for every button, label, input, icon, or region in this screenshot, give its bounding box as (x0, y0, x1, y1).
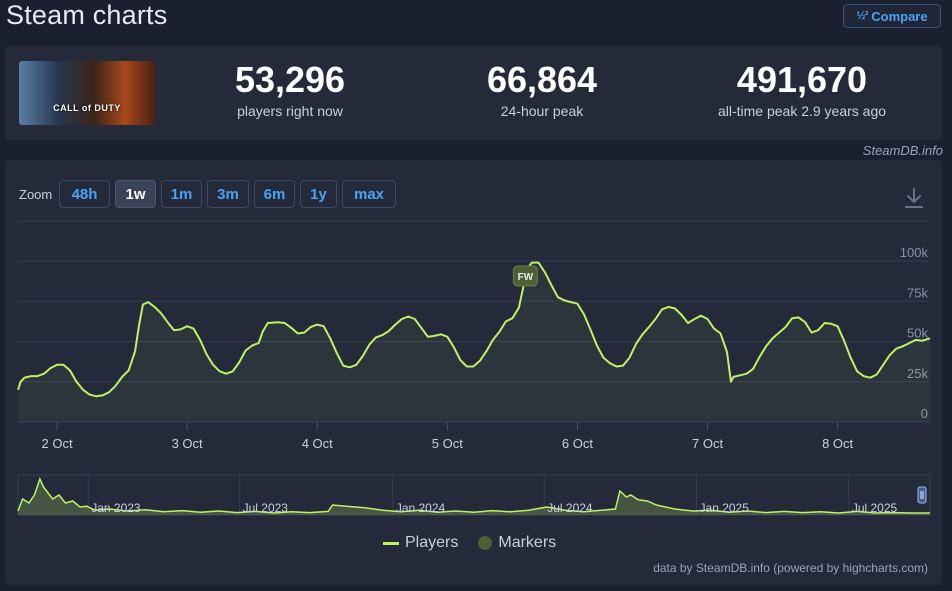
legend-markers[interactable]: Markers (478, 534, 556, 552)
zoom-1m-button[interactable]: 1m (161, 180, 202, 208)
chart-panel (5, 160, 942, 585)
zoom-3m-button[interactable]: 3m (207, 180, 249, 208)
compare-label: Compare (871, 8, 928, 24)
navigator-handle (917, 486, 927, 504)
legend-players-label: Players (405, 534, 459, 551)
markers-dot-swatch (478, 536, 493, 550)
navigator-label: Jul 2023 (243, 501, 289, 515)
marker-label: FW (518, 272, 534, 283)
current-players-stat: 53,296 players right now (170, 59, 410, 120)
y-tick-label: 50k (907, 326, 928, 341)
navigator-line (17, 476, 930, 514)
download-icon[interactable] (904, 187, 924, 209)
x-tick-label: 3 Oct (172, 436, 203, 451)
chart-legend: Players Markers (383, 534, 556, 552)
y-tick-label: 100k (900, 245, 929, 260)
zoom-1y-button[interactable]: 1y (300, 180, 337, 208)
alltime-peak-value: 491,670 (736, 59, 868, 100)
players-line-swatch (383, 541, 399, 545)
players-line (17, 261, 931, 398)
game-capsule-image[interactable]: CALL of DUTY (19, 61, 155, 125)
navigator-label: Jan 2024 (396, 501, 446, 515)
fraction-icon: ½³ (856, 10, 868, 22)
x-tick-label: 7 Oct (692, 436, 723, 451)
navigator-area (18, 479, 930, 515)
zoom-1w-button[interactable]: 1w (115, 180, 156, 208)
x-tick-label: 8 Oct (822, 436, 853, 451)
page-title: Steam charts (6, 0, 168, 30)
zoom-6m-button[interactable]: 6m (254, 180, 295, 208)
peak-24h-stat: 66,864 24-hour peak (422, 59, 662, 120)
navigator-label: Jan 2023 (91, 501, 141, 515)
peak-24h-value: 66,864 (486, 59, 598, 100)
navigator-label: Jul 2024 (547, 501, 593, 515)
alltime-peak-label: all-time peak 2.9 years ago (717, 103, 887, 119)
x-tick-label: 4 Oct (302, 436, 333, 451)
footer-credit[interactable]: data by SteamDB.info (powered by highcha… (653, 561, 928, 575)
zoom-max-button[interactable]: max (342, 180, 396, 208)
y-tick-label: 0 (921, 406, 928, 421)
navigator-label: Jul 2025 (852, 501, 898, 515)
steamdb-credit[interactable]: SteamDB.info (862, 143, 943, 158)
legend-markers-label: Markers (498, 534, 557, 551)
navigator-frame (17, 474, 931, 516)
marker-flag (512, 265, 538, 287)
game-logo: CALL of DUTY (53, 103, 121, 113)
x-tick-label: 6 Oct (562, 436, 593, 451)
y-tick-label: 25k (907, 366, 928, 381)
stats-panel: CALL of DUTY 53,296 players right now 66… (5, 46, 942, 140)
alltime-peak-stat: 491,670 all-time peak 2.9 years ago (682, 59, 922, 120)
current-players-label: players right now (237, 103, 343, 119)
peak-24h-label: 24-hour peak (500, 103, 584, 119)
x-tick-label: 2 Oct (41, 436, 72, 451)
zoom-label: Zoom (19, 187, 53, 202)
zoom-48h-button[interactable]: 48h (59, 180, 110, 208)
x-tick-label: 5 Oct (432, 436, 463, 451)
navigator-label: Jan 2025 (700, 501, 750, 515)
players-area (18, 262, 930, 422)
compare-button[interactable]: ½³ Compare (843, 4, 941, 28)
legend-players[interactable]: Players (383, 534, 458, 552)
current-players-value: 53,296 (234, 59, 346, 100)
y-tick-label: 75k (907, 285, 928, 300)
